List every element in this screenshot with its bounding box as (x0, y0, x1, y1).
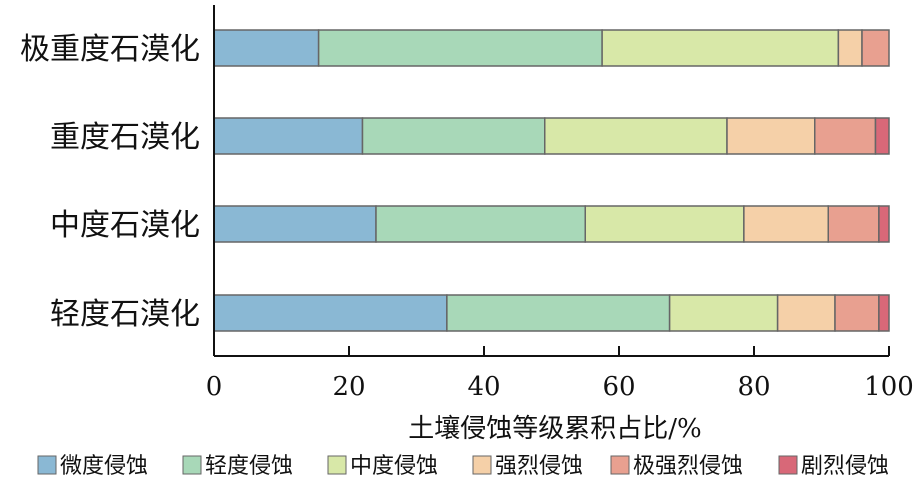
bar-segment-1-0 (213, 117, 364, 155)
bar-segment-2-1 (375, 205, 586, 243)
legend-label-5: 剧烈侵蚀 (801, 454, 889, 479)
category-label-1: 重度石漠化 (50, 120, 200, 155)
bar-segment-3-4 (834, 294, 880, 332)
legend-label-0: 微度侵蚀 (60, 454, 148, 479)
bar-segment-3-5 (878, 294, 890, 332)
bar-segment-1-5 (874, 117, 890, 155)
bar-segment-1-3 (726, 117, 816, 155)
bar-segment-2-0 (213, 205, 377, 243)
legend-swatch-1 (182, 455, 202, 475)
legend-swatch-4 (610, 455, 630, 475)
category-label-0: 极重度石漠化 (20, 32, 200, 67)
x-axis-title: 土壤侵蚀等级累积占比/% (408, 414, 701, 444)
bar-segment-2-5 (878, 205, 890, 243)
legend-swatch-2 (327, 455, 347, 475)
bar-segment-0-4 (861, 29, 890, 67)
bar-segment-1-4 (814, 117, 877, 155)
bar-segment-2-2 (584, 205, 745, 243)
bar-segment-3-3 (776, 294, 836, 332)
bar-segment-2-4 (827, 205, 880, 243)
x-ticks: 0 20 40 60 80 100 (206, 346, 914, 402)
x-tick-label-4: 80 (737, 372, 770, 402)
x-tick-label-5: 100 (864, 372, 914, 402)
legend-label-2: 中度侵蚀 (350, 454, 438, 479)
legend-label-3: 强烈侵蚀 (495, 454, 583, 479)
x-tick-label-0: 0 (206, 372, 223, 402)
category-label-2: 中度石漠化 (50, 208, 200, 243)
legend-swatch-0 (37, 455, 57, 475)
bar-segment-2-3 (743, 205, 829, 243)
axes-layer (213, 5, 889, 357)
category-label-3: 轻度石漠化 (50, 297, 200, 332)
bar-segment-3-2 (668, 294, 779, 332)
x-tick-label-1: 20 (332, 372, 365, 402)
bars-layer (213, 29, 890, 332)
bar-segment-0-3 (837, 29, 863, 67)
bar-segment-0-2 (601, 29, 840, 67)
x-tick-label-2: 40 (467, 372, 500, 402)
legend-swatch-3 (472, 455, 492, 475)
bar-segment-0-1 (317, 29, 603, 67)
bar-segment-1-1 (361, 117, 546, 155)
bar-segment-3-0 (213, 294, 448, 332)
bar-segment-3-1 (446, 294, 671, 332)
legend-swatch-5 (778, 455, 798, 475)
bar-segment-0-0 (213, 29, 320, 67)
legend-label-4: 极强烈侵蚀 (633, 454, 743, 479)
x-tick-label-3: 60 (602, 372, 635, 402)
legend-label-1: 轻度侵蚀 (205, 454, 293, 479)
legend: 微度侵蚀 轻度侵蚀 中度侵蚀 强烈侵蚀 极强烈侵蚀 剧烈侵蚀 (37, 454, 889, 479)
bar-segment-1-2 (544, 117, 728, 155)
